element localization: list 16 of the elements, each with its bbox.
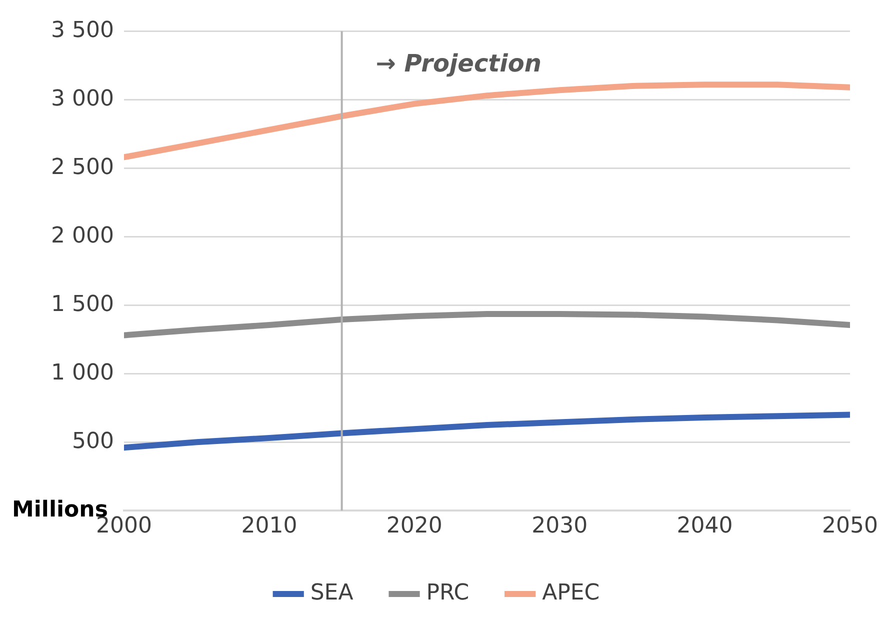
y-tick-label: 1 500 bbox=[51, 292, 114, 317]
x-tick-label: 2030 bbox=[532, 514, 588, 539]
legend-label: APEC bbox=[542, 580, 600, 606]
legend-label: SEA bbox=[310, 580, 354, 606]
y-tick-label: 3 000 bbox=[51, 86, 114, 112]
ref-line-label: → Projection bbox=[376, 49, 542, 78]
y-tick-label: 500 bbox=[72, 428, 114, 454]
x-tick-label: 2010 bbox=[241, 514, 298, 539]
y-tick-label: 3 500 bbox=[51, 18, 114, 43]
x-tick-label: 2050 bbox=[822, 514, 878, 539]
x-tick-label: 2020 bbox=[386, 514, 442, 539]
y-tick-label: 2 000 bbox=[51, 223, 114, 248]
x-tick-label: 2040 bbox=[676, 514, 733, 539]
y-tick-label: 1 000 bbox=[51, 360, 114, 386]
y-tick-label: 2 500 bbox=[51, 154, 114, 180]
legend-label: PRC bbox=[426, 580, 470, 606]
